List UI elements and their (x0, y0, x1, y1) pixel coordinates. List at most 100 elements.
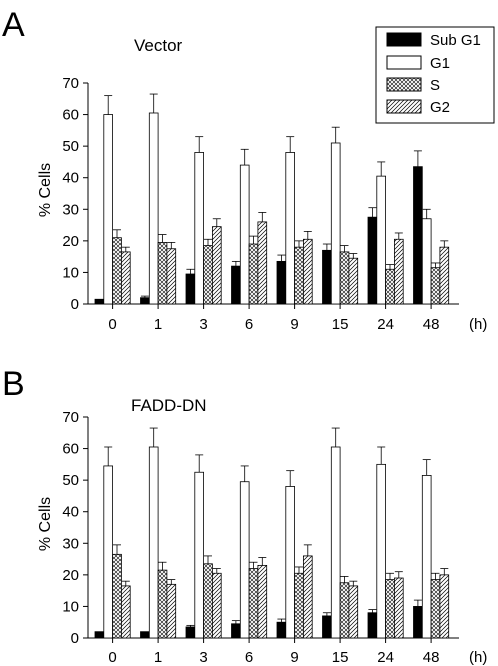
b-bar-sub-g1 (94, 631, 105, 639)
a-bar-sub-g1 (185, 273, 196, 305)
panel-b: B FADD-DN % Cells 0 10 20 30 40 50 60 70 0 1 3 6 9 15… (2, 365, 487, 666)
panel-a: A Vector % Cells 0 10 20 30 40 50 60 70 0 1 3 6 9 15 2… (2, 6, 487, 333)
a-bar-sub-g1 (231, 265, 241, 305)
a-bar-g2 (439, 246, 450, 305)
a-x-tick-label: 15 (332, 316, 349, 333)
b-bar-s (385, 579, 395, 639)
b-y-tick-label: 50 (62, 472, 79, 489)
b-bar-s (430, 579, 441, 639)
a-bar-sub-g1 (367, 216, 378, 305)
a-y-tick-label: 10 (62, 264, 79, 281)
a-bar-s (157, 242, 168, 305)
a-bar-g1 (194, 152, 205, 305)
b-bar-g1 (148, 446, 159, 639)
panel-b-x-unit: (h) (469, 649, 487, 666)
a-y-tick-label: 20 (62, 233, 79, 250)
b-x-tick-label: 6 (245, 649, 253, 666)
b-bar-sub-g1 (185, 626, 196, 639)
b-bar-sub-g1 (367, 612, 378, 639)
legend-swatch-s (386, 77, 422, 92)
a-x-tick-label: 3 (199, 316, 207, 333)
a-bar-g2 (121, 251, 131, 305)
a-bar-s (430, 267, 441, 305)
b-x-tick-label: 48 (423, 649, 440, 666)
a-y-tick-label: 60 (62, 107, 79, 124)
a-bar-sub-g1 (94, 298, 105, 305)
panel-a-title: Vector (134, 36, 183, 55)
a-bar-sub-g1 (322, 249, 332, 305)
a-bar-s (339, 251, 350, 305)
panel-a-x-unit: (h) (469, 316, 487, 333)
b-bar-sub-g1 (322, 615, 332, 639)
a-bar-s (294, 246, 304, 305)
panel-b-label: B (2, 365, 25, 403)
panel-b-title: FADD-DN (131, 396, 207, 415)
a-bar-g1 (376, 175, 386, 305)
b-bar-g1 (103, 465, 114, 639)
b-bar-g2 (302, 555, 313, 639)
b-bar-sub-g1 (231, 623, 241, 639)
a-x-tick-label: 9 (290, 316, 298, 333)
b-bar-g2 (166, 583, 177, 639)
b-bar-g1 (239, 481, 250, 639)
a-bar-g1 (148, 112, 159, 305)
a-bar-g1 (103, 114, 114, 305)
panel-a-ylabel: % Cells (37, 163, 54, 217)
a-y-tick-label: 70 (62, 75, 79, 92)
b-x-tick-label: 0 (108, 649, 116, 666)
b-bar-sub-g1 (276, 621, 287, 639)
a-bar-g2 (211, 226, 222, 305)
b-bar-g1 (194, 471, 205, 639)
legend-swatch-g2 (386, 99, 422, 114)
b-y-tick-label: 10 (62, 598, 79, 615)
a-x-tick-label: 48 (423, 316, 440, 333)
b-bar-g1 (285, 486, 295, 639)
b-bar-g2 (121, 585, 131, 639)
b-y-tick-label: 20 (62, 567, 79, 584)
b-x-tick-label: 3 (199, 649, 207, 666)
b-bar-g2 (393, 577, 404, 639)
legend: Sub G1 G1 S G2 (375, 26, 495, 124)
legend-label-g2: G2 (430, 99, 450, 116)
legend-label-g1: G1 (430, 55, 450, 72)
b-y-tick-label: 0 (71, 630, 79, 647)
a-bar-g1 (285, 152, 295, 305)
a-bar-g2 (348, 257, 359, 305)
a-bar-sub-g1 (413, 166, 423, 305)
b-bar-g2 (211, 572, 222, 639)
a-bar-g1 (421, 218, 432, 305)
a-x-tick-label: 24 (377, 316, 394, 333)
b-bar-g2 (439, 574, 450, 639)
b-bar-g1 (376, 463, 386, 639)
legend-swatch-g1 (386, 55, 422, 70)
a-bar-s (248, 243, 259, 305)
legend-label-sub-g1: Sub G1 (430, 32, 481, 49)
a-y-tick-label: 30 (62, 201, 79, 218)
b-y-tick-label: 40 (62, 504, 79, 521)
legend-swatch-sub-g1 (386, 32, 422, 47)
a-y-tick-label: 50 (62, 138, 79, 155)
b-y-tick-label: 60 (62, 441, 79, 458)
b-x-tick-label: 9 (290, 649, 298, 666)
b-bar-g2 (348, 585, 359, 639)
b-bar-g1 (421, 475, 432, 639)
b-bar-sub-g1 (140, 631, 150, 639)
b-bar-g2 (257, 564, 268, 639)
a-bar-g2 (257, 221, 268, 305)
b-bar-s (157, 569, 168, 639)
a-bar-s (112, 237, 122, 305)
a-bar-g2 (166, 248, 177, 305)
a-bar-sub-g1 (140, 297, 150, 305)
panel-a-label: A (2, 6, 25, 44)
legend-label-s: S (430, 77, 440, 94)
a-x-tick-label: 1 (154, 316, 162, 333)
b-x-tick-label: 24 (377, 649, 394, 666)
b-y-tick-label: 30 (62, 535, 79, 552)
b-y-tick-label: 70 (62, 409, 79, 426)
b-x-tick-label: 1 (154, 649, 162, 666)
a-y-tick-label: 0 (71, 296, 79, 313)
b-bar-s (248, 568, 259, 639)
b-bar-s (339, 582, 350, 639)
a-bar-g2 (302, 238, 313, 305)
